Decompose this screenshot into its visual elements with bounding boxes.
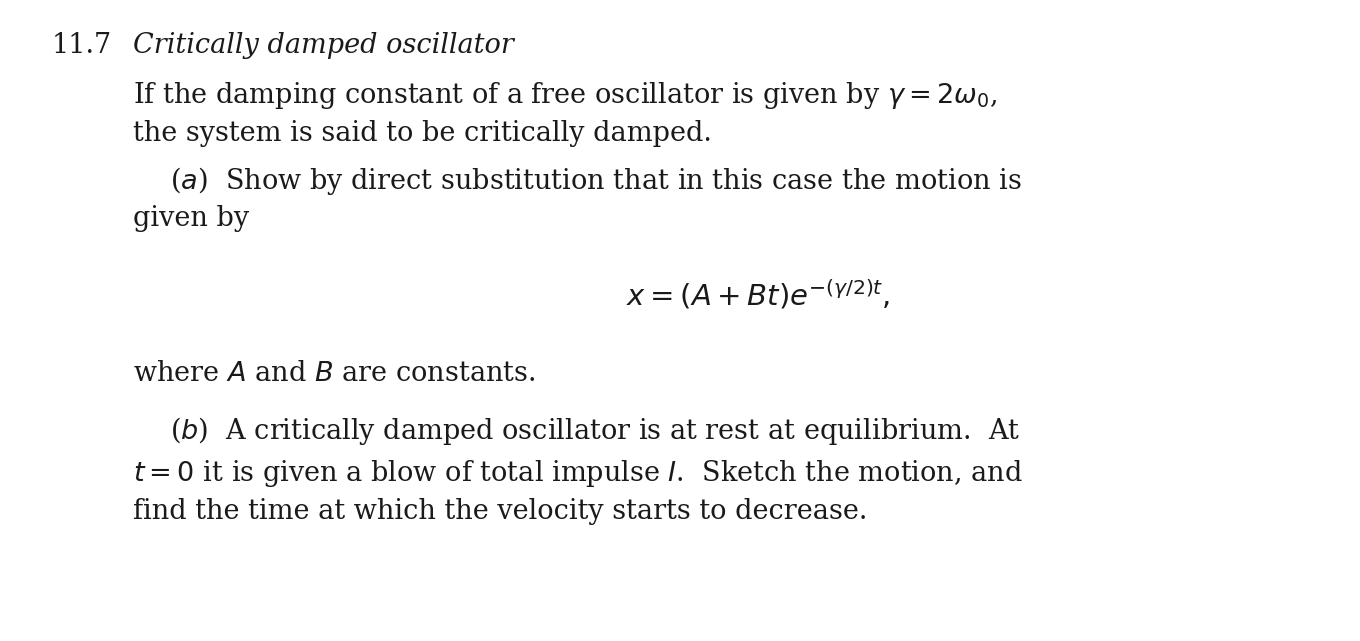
Text: If the damping constant of a free oscillator is given by $\gamma = 2\omega_0$,: If the damping constant of a free oscill…	[133, 80, 997, 111]
Text: the system is said to be critically damped.: the system is said to be critically damp…	[133, 120, 713, 147]
Text: $t = 0$ it is given a blow of total impulse $I$.  Sketch the motion, and: $t = 0$ it is given a blow of total impu…	[133, 458, 1023, 489]
Text: $x = (A + Bt)e^{-(\gamma/2)t},$: $x = (A + Bt)e^{-(\gamma/2)t},$	[626, 278, 889, 312]
Text: Critically damped oscillator: Critically damped oscillator	[133, 32, 514, 59]
Text: find the time at which the velocity starts to decrease.: find the time at which the velocity star…	[133, 498, 868, 525]
Text: given by: given by	[133, 205, 249, 232]
Text: 11.7: 11.7	[52, 32, 112, 59]
Text: where $A$ and $B$ are constants.: where $A$ and $B$ are constants.	[133, 360, 536, 387]
Text: ($a$)  Show by direct substitution that in this case the motion is: ($a$) Show by direct substitution that i…	[170, 165, 1021, 197]
Text: ($b$)  A critically damped oscillator is at rest at equilibrium.  At: ($b$) A critically damped oscillator is …	[170, 415, 1020, 447]
